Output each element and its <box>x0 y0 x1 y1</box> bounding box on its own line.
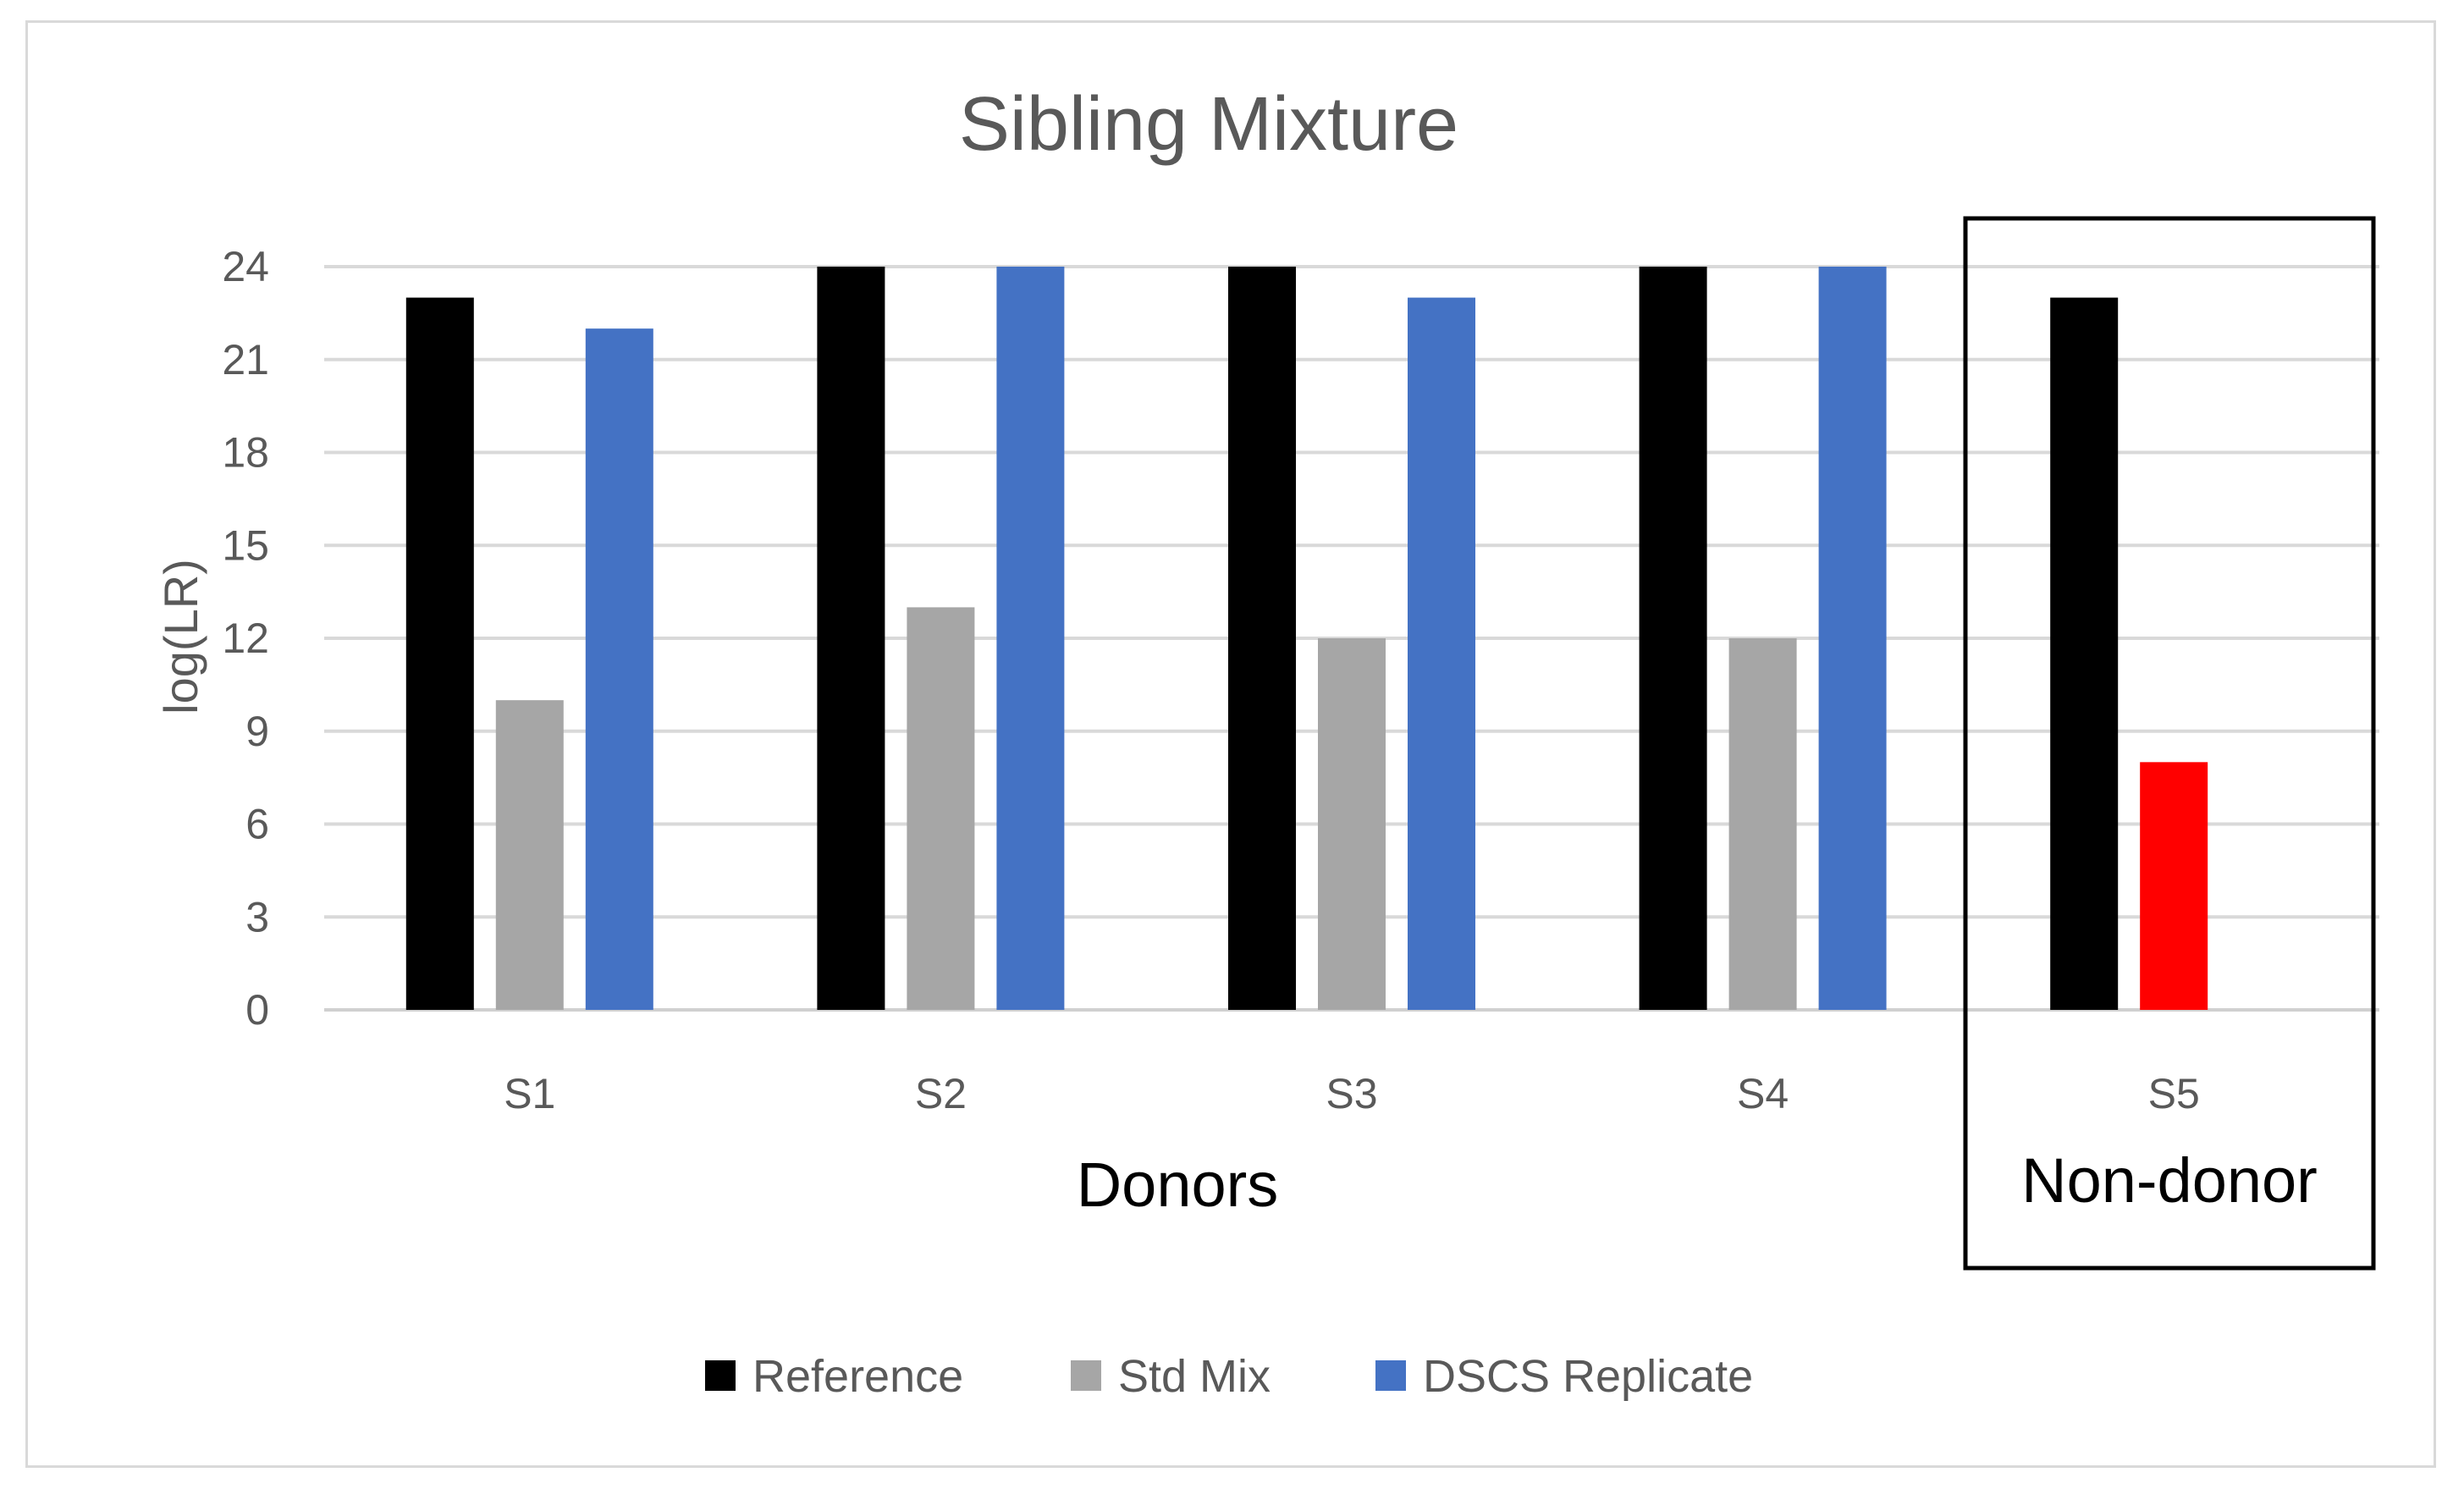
bar-S4-dscs-replicate <box>1818 267 1887 1010</box>
y-axis-ticks: 0 3 6 9 12 15 18 21 24 <box>222 243 269 1034</box>
y-tick-label-3: 3 <box>245 893 269 940</box>
non-donor-box <box>1963 216 2376 1271</box>
legend-label-std-mix: Std Mix <box>1118 1351 1271 1402</box>
legend-label-dscs-replicate: DSCS Replicate <box>1423 1351 1753 1402</box>
bar-S2-reference <box>817 267 885 1010</box>
bar-S3-dscs-replicate <box>1408 297 1475 1010</box>
legend-swatch-reference <box>705 1360 736 1391</box>
bar-S5-std-mix <box>2140 762 2208 1010</box>
bar-S3-std-mix <box>1318 638 1386 1010</box>
x-axis-title: Donors <box>1077 1150 1279 1220</box>
chart-title: Sibling Mixture <box>959 82 1458 167</box>
y-tick-label-24: 24 <box>222 243 269 290</box>
x-tick-label-s5: S5 <box>2148 1070 2200 1117</box>
legend-swatch-std-mix <box>1071 1360 1101 1391</box>
bar-S1-reference <box>405 297 474 1010</box>
bar-S4-reference <box>1639 267 1707 1010</box>
bars <box>405 267 2208 1011</box>
x-tick-label-s2: S2 <box>915 1070 967 1117</box>
bar-S1-std-mix <box>495 700 564 1010</box>
bar-S3-reference <box>1228 267 1296 1010</box>
y-tick-label-21: 21 <box>222 336 269 383</box>
x-tick-label-s4: S4 <box>1737 1070 1789 1117</box>
y-tick-label-12: 12 <box>222 615 269 662</box>
x-axis-ticks: S1 S2 S3 S4 S5 <box>504 1070 2200 1117</box>
chart-frame: 0 3 6 9 12 15 18 21 24 S1 S2 S3 S4 S5 Sibling Mixtur… <box>25 20 2436 1468</box>
non-donor-label: Non-donor <box>2021 1145 2318 1216</box>
bar-S2-std-mix <box>907 607 975 1010</box>
y-tick-label-18: 18 <box>222 429 269 477</box>
bar-S1-dscs-replicate <box>585 328 653 1011</box>
x-tick-label-s3: S3 <box>1326 1070 1377 1117</box>
bar-S2-dscs-replicate <box>996 267 1065 1010</box>
y-tick-label-9: 9 <box>245 708 269 755</box>
bar-S4-std-mix <box>1728 638 1797 1010</box>
bar-S5-reference <box>2050 297 2119 1010</box>
x-tick-label-s1: S1 <box>504 1070 555 1117</box>
legend-swatch-dscs-replicate <box>1375 1360 1406 1391</box>
legend: Reference Std Mix DSCS Replicate <box>705 1351 1753 1402</box>
y-tick-label-0: 0 <box>245 986 269 1034</box>
bar-chart: 0 3 6 9 12 15 18 21 24 S1 S2 S3 S4 S5 Sibling Mixtur… <box>154 82 2379 1402</box>
y-axis-title: log(LR) <box>154 559 207 714</box>
y-tick-label-6: 6 <box>245 801 269 848</box>
y-tick-label-15: 15 <box>222 521 269 569</box>
legend-label-reference: Reference <box>752 1351 963 1402</box>
